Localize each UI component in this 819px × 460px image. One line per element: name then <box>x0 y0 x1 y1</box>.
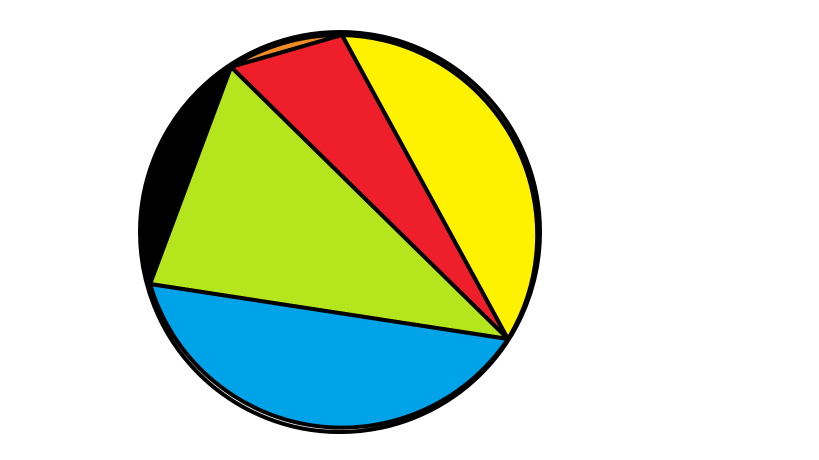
circle-outline <box>138 30 542 434</box>
blue-region <box>148 282 510 430</box>
black-region <box>141 65 233 286</box>
